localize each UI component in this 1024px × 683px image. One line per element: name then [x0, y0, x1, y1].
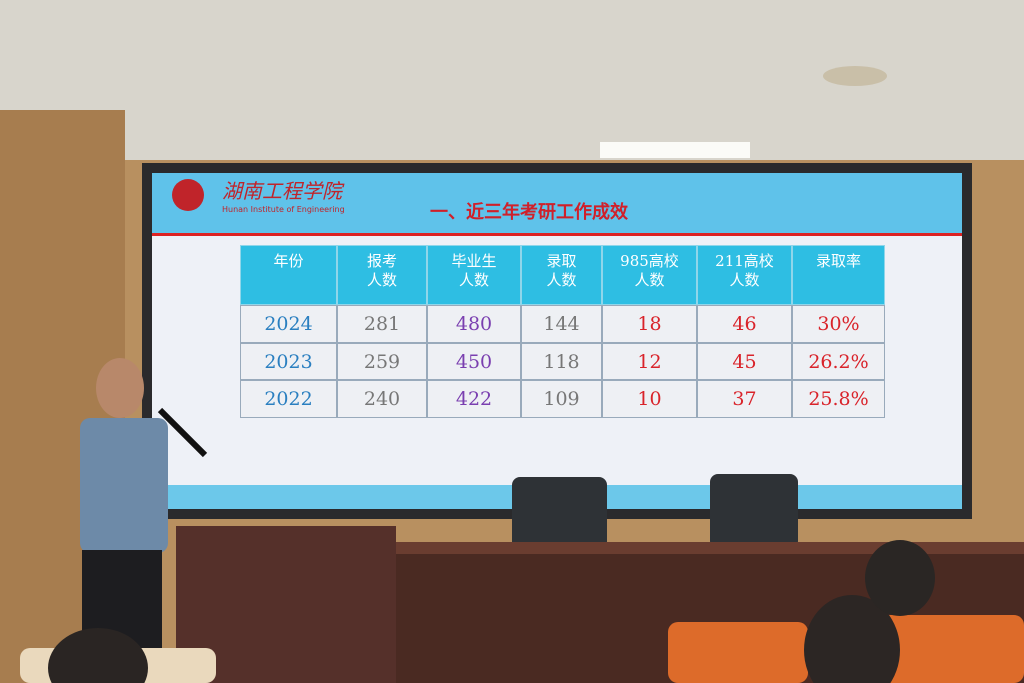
- header-cell: 录取率: [792, 245, 885, 305]
- header-text: 985高校: [620, 252, 679, 270]
- logo-emblem: [172, 179, 204, 211]
- table-cell: 118: [521, 343, 602, 380]
- header-text: 年份: [273, 252, 304, 270]
- logo-text: 湖南工程学院: [222, 179, 345, 203]
- table-cell: 30%: [792, 305, 885, 343]
- header-cell: 211高校 人数: [697, 245, 792, 305]
- header-cell: 报考 人数: [337, 245, 427, 305]
- logo-subtext: Hunan Institute of Engineering: [222, 205, 345, 214]
- header-text: 人数: [634, 271, 665, 289]
- table-cell: 109: [521, 380, 602, 418]
- header-text: 录取率: [815, 252, 861, 270]
- table-cell: 2023: [240, 343, 337, 380]
- table-cell: 46: [697, 305, 792, 343]
- table-cell: 144: [521, 305, 602, 343]
- table-cell: 10: [602, 380, 697, 418]
- header-text: 人数: [458, 271, 489, 289]
- speaker-head: [96, 358, 144, 418]
- microphone: [157, 407, 208, 458]
- audience-head: [865, 540, 935, 616]
- table-cell: 281: [337, 305, 427, 343]
- ceiling-light: [600, 142, 750, 158]
- table-cell: 18: [602, 305, 697, 343]
- table-cell: 422: [427, 380, 521, 418]
- table-cell: 2024: [240, 305, 337, 343]
- chair: [512, 477, 607, 552]
- table-cell: 259: [337, 343, 427, 380]
- header-text: 人数: [546, 271, 577, 289]
- header-text: 毕业生: [451, 252, 497, 270]
- slide-title: 一、近三年考研工作成效: [430, 201, 629, 223]
- table-cell: 12: [602, 343, 697, 380]
- desk-top: [390, 542, 1024, 554]
- seat: [880, 615, 1024, 683]
- table-cell: 2022: [240, 380, 337, 418]
- audience-head: [48, 628, 148, 683]
- table-cell: 26.2%: [792, 343, 885, 380]
- table-cell: 450: [427, 343, 521, 380]
- table-cell: 240: [337, 380, 427, 418]
- chair: [710, 474, 798, 549]
- speaker-shirt: [80, 418, 168, 553]
- table-cell: 37: [697, 380, 792, 418]
- seat: [668, 622, 808, 683]
- table-cell: 480: [427, 305, 521, 343]
- table-cell: 45: [697, 343, 792, 380]
- header-text: 人数: [729, 271, 760, 289]
- header-text: 录取: [546, 252, 577, 270]
- header-rule: [152, 233, 962, 236]
- table-cell: 25.8%: [792, 380, 885, 418]
- header-text: 报考: [366, 252, 397, 270]
- header-cell: 年份: [240, 245, 337, 305]
- header-cell: 录取 人数: [521, 245, 602, 305]
- audience-head: [804, 595, 900, 683]
- detector: [823, 66, 887, 86]
- header-cell: 毕业生 人数: [427, 245, 521, 305]
- header-text: 211高校: [715, 252, 774, 270]
- header-cell: 985高校 人数: [602, 245, 697, 305]
- slide-header: [152, 173, 962, 233]
- header-text: 人数: [366, 271, 397, 289]
